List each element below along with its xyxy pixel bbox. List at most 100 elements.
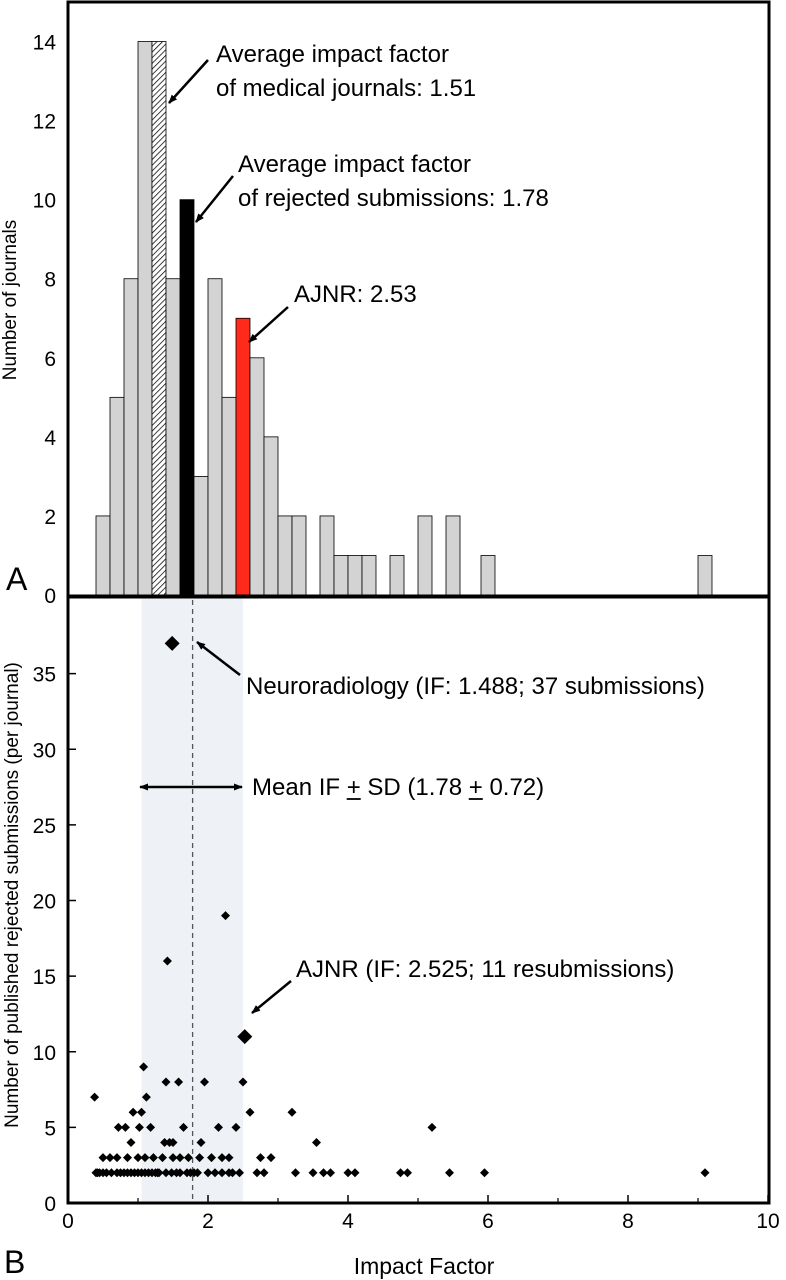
scatter-point-67	[224, 1153, 234, 1163]
histogram-bar-21	[445, 515, 461, 596]
scatter-point-11	[113, 1122, 123, 1132]
histogram-bar-16	[333, 555, 349, 596]
panel-a-y-axis-label: Number of journals	[0, 220, 21, 381]
scatter-point-43	[167, 1168, 177, 1178]
panel-b-x-tick-labels: 0 2 4 6 8 10	[62, 1210, 780, 1233]
scatter-point-39	[161, 1168, 171, 1178]
histogram-bar-13	[277, 515, 293, 596]
scatter-point-29	[141, 1092, 151, 1102]
scatter-point-83	[326, 1168, 335, 1178]
panel-b-y-tick-labels: 0 5 10 15 20 25 30 35	[33, 664, 56, 1216]
histogram-bar-3	[137, 41, 153, 596]
annotation-mean-sd: Mean IF + SD (1.78 + 0.72)	[139, 774, 544, 801]
scatter-point-45	[168, 1138, 178, 1147]
scatter-points	[90, 635, 710, 1178]
histogram-bar-11	[249, 357, 265, 596]
histogram-bar-8	[207, 278, 223, 596]
panel-b-y-tick-label-2: 10	[33, 1042, 56, 1065]
histogram-bar-10	[235, 317, 251, 596]
histogram-bar-1	[109, 396, 125, 596]
annotation-medical-line-1: Average impact factor	[216, 41, 449, 68]
scatter-point-87	[403, 1168, 412, 1178]
annotation-rejected-line-2: of rejected submissions: 1.78	[238, 185, 549, 212]
scatter-point-69	[231, 1122, 241, 1132]
annotation-medical-arrow	[168, 59, 209, 104]
scatter-point-70	[235, 1168, 244, 1178]
scatter-point-73	[245, 1107, 255, 1117]
annotation-neuroradiology-text: Neuroradiology (IF: 1.488; 37 submission…	[246, 673, 705, 700]
scatter-point-88	[427, 1122, 437, 1132]
scatter-point-58	[200, 1077, 209, 1087]
histogram-bars	[95, 41, 713, 596]
annotation-mean-sd-text: Mean IF + SD (1.78 + 0.72)	[252, 774, 544, 801]
scatter-point-10	[112, 1153, 122, 1163]
scatter-point-0	[90, 1092, 100, 1102]
scatter-point-75	[256, 1153, 265, 1163]
histogram-bar-15	[319, 515, 335, 596]
histogram-bar-23	[697, 555, 713, 596]
scatter-point-63	[217, 1168, 227, 1178]
scatter-point-77	[266, 1153, 276, 1163]
histogram-bar-9	[221, 396, 237, 596]
scatter-point-64	[217, 1153, 227, 1163]
scatter-point-38	[160, 1138, 170, 1147]
scatter-point-65	[221, 911, 230, 921]
scatter-point-74	[252, 1168, 262, 1178]
histogram-bar-17	[347, 555, 363, 596]
scatter-point-37	[158, 1153, 167, 1163]
scatter-point-41	[162, 956, 172, 966]
histogram-bar-18	[361, 555, 377, 596]
panel-b-x-tick-label-1: 2	[202, 1210, 214, 1233]
scatter-point-76	[259, 1168, 269, 1178]
annotation-ajnr-scatter: AJNR (IF: 2.525; 11 resubmissions)	[251, 956, 674, 1014]
histogram-bar-6	[179, 199, 195, 596]
scatter-point-33	[148, 1153, 158, 1163]
scatter-point-89	[445, 1168, 454, 1178]
panel-b-y-tick-label-6: 30	[33, 739, 56, 762]
scatter-point-78	[287, 1107, 297, 1117]
scatter-point-16	[123, 1153, 132, 1163]
annotation-rejected-arrow	[195, 175, 234, 223]
panel-a-y-tick-label-6: 12	[33, 111, 56, 134]
scatter-point-52	[183, 1153, 193, 1163]
panel-b-y-tick-label-7: 35	[33, 664, 56, 687]
scatter-point-36	[154, 1168, 164, 1178]
histogram-bar-0	[95, 515, 111, 596]
histogram-bar-14	[291, 515, 307, 596]
histogram-bar-2	[123, 278, 139, 596]
scatter-point-72	[238, 1077, 248, 1087]
annotation-rejected-submissions: Average impact factor of rejected submis…	[195, 151, 549, 223]
histogram-bar-4	[151, 41, 167, 596]
scatter-point-22	[133, 1153, 143, 1163]
scatter-point-7	[105, 1153, 115, 1163]
annotation-medical-journals: Average impact factor of medical journal…	[168, 41, 476, 104]
scatter-point-59	[203, 1168, 213, 1178]
scatter-point-5	[98, 1153, 108, 1163]
scatter-point-highlight-0	[164, 635, 180, 651]
scatter-point-80	[308, 1168, 318, 1178]
panel-b-x-tick-label-4: 8	[622, 1210, 634, 1233]
scatter-point-8	[106, 1168, 116, 1178]
scatter-point-48	[175, 1168, 185, 1178]
panel-b-x-tick-label-5: 10	[756, 1210, 779, 1233]
panel-b-y-axis-label: Number of published rejected submissions…	[2, 662, 23, 1128]
annotation-medical-line-2: of medical journals: 1.51	[216, 75, 476, 102]
annotation-ajnr-arrow	[248, 306, 289, 343]
histogram-bar-20	[417, 515, 433, 596]
histogram-bar-5	[165, 278, 181, 596]
panel-a-y-tick-label-4: 8	[44, 269, 56, 292]
scatter-point-62	[214, 1122, 223, 1132]
scatter-point-23	[134, 1122, 144, 1132]
panel-b-y-tick-label-5: 25	[33, 815, 56, 838]
annotation-ajnr-histogram: AJNR: 2.53	[248, 281, 417, 343]
histogram-bar-22	[480, 555, 496, 596]
scatter-point-50	[179, 1122, 188, 1132]
scatter-point-56	[195, 1153, 205, 1163]
scatter-point-91	[700, 1168, 710, 1178]
scatter-point-49	[175, 1153, 185, 1163]
panel-b-ticks	[67, 672, 769, 1204]
panel-a-y-tick-label-0: 0	[44, 585, 56, 608]
histogram-bar-19	[389, 555, 405, 596]
annotation-ajnr-label: AJNR: 2.53	[294, 281, 417, 308]
